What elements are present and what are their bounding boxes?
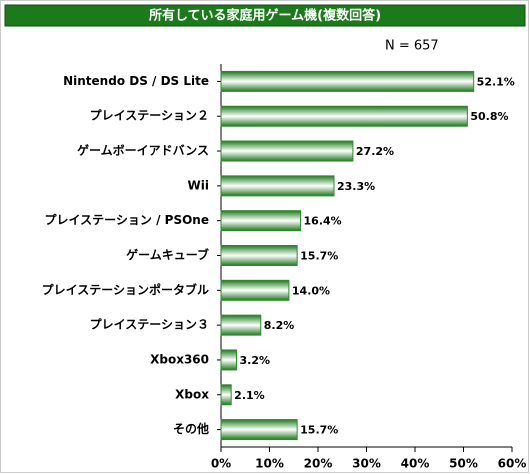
- value-label: 3.2%: [240, 354, 271, 367]
- y-tick-label: ゲームキューブ: [126, 247, 209, 262]
- value-label: 15.7%: [300, 424, 338, 437]
- bar: [220, 175, 335, 197]
- y-tick-label: Wii: [188, 178, 209, 192]
- value-label: 27.2%: [356, 145, 394, 158]
- bar: [220, 140, 354, 162]
- y-tick-label: プレイステーション / PSOne: [45, 212, 209, 227]
- value-label: 23.3%: [337, 180, 375, 193]
- value-label: 8.2%: [264, 319, 295, 332]
- x-tick-label: 60%: [498, 457, 527, 471]
- chart-title: 所有している家庭用ゲーム機(複数回答): [149, 8, 381, 24]
- value-label: 16.4%: [304, 215, 342, 228]
- x-tick-label: 30%: [352, 457, 381, 471]
- value-label: 14.0%: [292, 284, 330, 297]
- y-tick-label: Xbox360: [150, 352, 209, 366]
- x-tick-label: 0%: [211, 457, 231, 471]
- y-tick-label: プレイステーション２: [90, 108, 209, 123]
- y-tick-label: プレイステーションポータブル: [42, 282, 209, 297]
- title-banner: [4, 4, 526, 27]
- value-label: 50.8%: [470, 110, 508, 123]
- bar: [220, 70, 475, 92]
- bar: [220, 349, 238, 371]
- y-tick-label: ゲームボーイアドバンス: [77, 143, 209, 158]
- x-tick-label: 40%: [401, 457, 430, 471]
- bar: [220, 314, 262, 336]
- y-tick-label: Nintendo DS / DS Lite: [63, 74, 209, 88]
- value-label: 52.1%: [477, 75, 515, 88]
- x-tick-label: 20%: [304, 457, 333, 471]
- bar: [220, 384, 232, 406]
- x-tick-label: 10%: [255, 457, 284, 471]
- y-tick-label: プレイステーション３: [90, 317, 209, 332]
- y-tick-label: その他: [173, 421, 209, 436]
- value-label: 15.7%: [300, 250, 338, 263]
- bar: [220, 105, 468, 127]
- bar: [220, 245, 298, 266]
- value-label: 2.1%: [234, 389, 265, 402]
- annotation: N = 657: [385, 39, 439, 54]
- bar: [220, 279, 290, 301]
- x-tick-label: 50%: [449, 457, 478, 471]
- bar: [220, 419, 298, 441]
- bar: [220, 210, 302, 232]
- y-tick-label: Xbox: [175, 387, 209, 401]
